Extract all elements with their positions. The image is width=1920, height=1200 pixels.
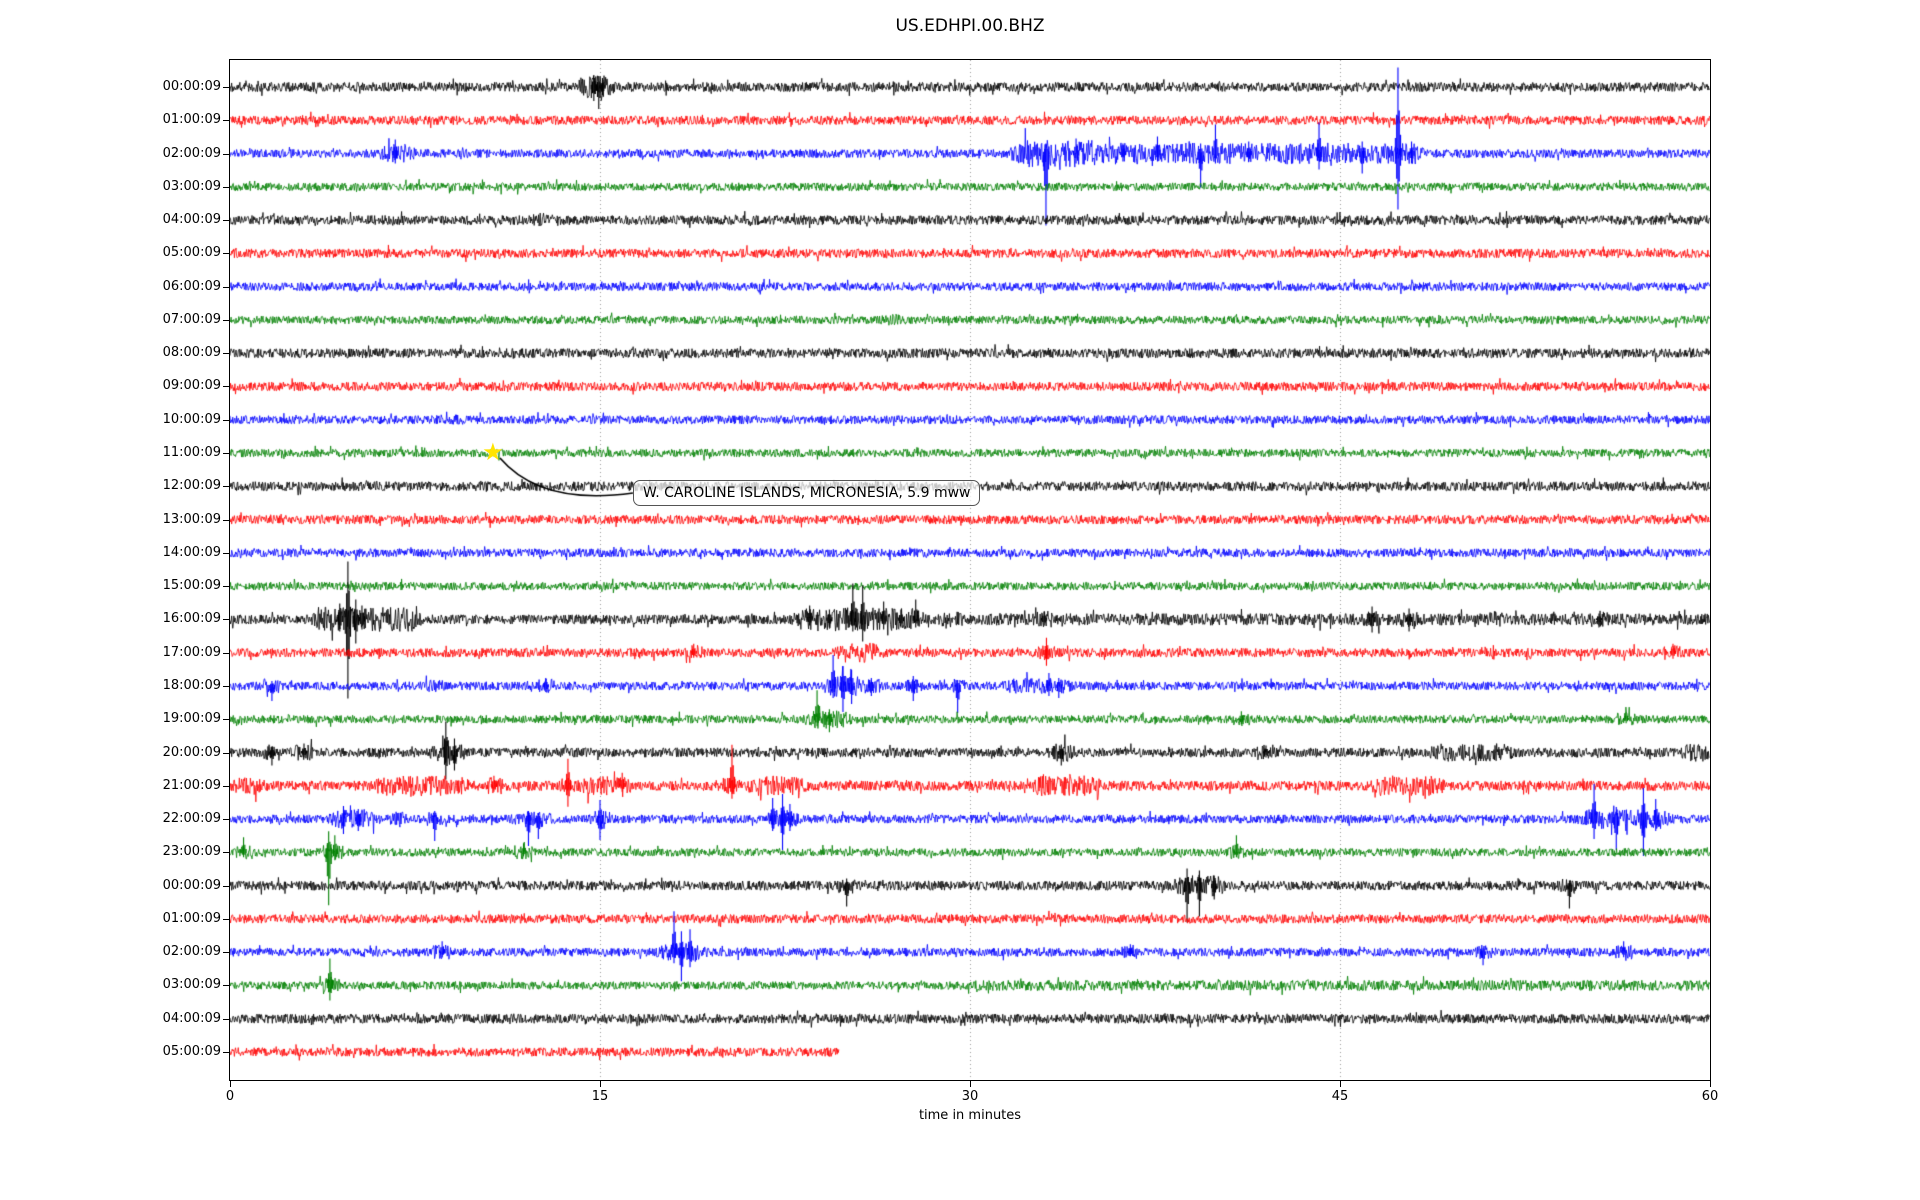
trace-row-label: 09:00:09 — [162, 378, 221, 394]
y-tick-mark — [223, 319, 230, 321]
y-tick-mark — [223, 519, 230, 521]
x-tick-mark — [599, 1081, 601, 1087]
x-tick-mark — [969, 1081, 971, 1087]
y-tick-mark — [223, 985, 230, 987]
trace-row-label: 10:00:09 — [162, 411, 221, 427]
trace-row-label: 02:00:09 — [162, 944, 221, 960]
y-tick-mark — [223, 619, 230, 621]
trace-row-label: 04:00:09 — [162, 212, 221, 228]
trace-row-label: 05:00:09 — [162, 245, 221, 261]
trace-row-label: 04:00:09 — [162, 1010, 221, 1026]
trace-row-label: 00:00:09 — [162, 877, 221, 893]
trace-row-label: 05:00:09 — [162, 1044, 221, 1059]
x-tick-mark — [1709, 1081, 1711, 1087]
trace-row-label: 06:00:09 — [162, 278, 221, 294]
y-tick-mark — [223, 1018, 230, 1020]
y-tick-mark — [223, 87, 230, 88]
plot-area — [229, 59, 1711, 1081]
y-tick-mark — [223, 685, 230, 687]
y-tick-mark — [223, 419, 230, 421]
trace-row-label: 02:00:09 — [162, 145, 221, 161]
y-tick-mark — [223, 885, 230, 887]
plot-title: US.EDHPI.00.BHZ — [895, 16, 1045, 36]
x-tick-label: 15 — [591, 1089, 609, 1104]
trace-row-label: 03:00:09 — [162, 178, 221, 194]
trace-row-label: 00:00:09 — [162, 79, 221, 94]
y-tick-mark — [223, 286, 230, 288]
trace-row-label: 20:00:09 — [162, 744, 221, 760]
trace-row-label: 12:00:09 — [162, 478, 221, 494]
y-tick-mark — [223, 552, 230, 554]
trace-row-label: 17:00:09 — [162, 644, 221, 660]
y-tick-mark — [223, 253, 230, 255]
event-annotation-label: W. CAROLINE ISLANDS, MICRONESIA, 5.9 mww — [633, 480, 981, 506]
x-tick-mark — [229, 1081, 231, 1087]
x-tick-label: 0 — [225, 1089, 235, 1104]
y-tick-mark — [223, 186, 230, 188]
y-tick-mark — [223, 852, 230, 854]
y-tick-mark — [223, 918, 230, 920]
trace-row-label: 22:00:09 — [162, 811, 221, 827]
y-tick-mark — [223, 353, 230, 355]
trace-row-label: 01:00:09 — [162, 910, 221, 926]
trace-row-label: 15:00:09 — [162, 578, 221, 594]
trace-row-label: 13:00:09 — [162, 511, 221, 527]
y-tick-mark — [223, 785, 230, 787]
y-tick-mark — [223, 220, 230, 222]
y-tick-mark — [223, 752, 230, 754]
traces-canvas — [230, 60, 1710, 1080]
trace-row-label: 08:00:09 — [162, 345, 221, 361]
y-tick-mark — [223, 120, 230, 122]
x-axis-label: time in minutes — [918, 1108, 1022, 1123]
trace-row-label: 21:00:09 — [162, 777, 221, 793]
x-tick-label: 30 — [961, 1089, 979, 1104]
y-tick-mark — [223, 486, 230, 488]
y-tick-mark — [223, 453, 230, 455]
x-tick-label: 45 — [1331, 1089, 1349, 1104]
x-tick-mark — [1339, 1081, 1341, 1087]
y-tick-mark — [223, 819, 230, 821]
y-tick-mark — [223, 952, 230, 954]
x-tick-label: 60 — [1701, 1089, 1719, 1104]
trace-row-label: 01:00:09 — [162, 112, 221, 128]
y-tick-mark — [223, 652, 230, 654]
trace-row-label: 23:00:09 — [162, 844, 221, 860]
y-tick-mark — [223, 386, 230, 388]
y-tick-mark — [223, 153, 230, 155]
trace-row-label: 11:00:09 — [162, 445, 221, 461]
y-tick-mark — [223, 1052, 230, 1053]
trace-row-label: 03:00:09 — [162, 977, 221, 993]
trace-row-label: 14:00:09 — [162, 544, 221, 560]
event-star-icon: ★ — [482, 438, 504, 467]
trace-row-label: 16:00:09 — [162, 611, 221, 627]
y-tick-mark — [223, 586, 230, 588]
y-tick-mark — [223, 719, 230, 721]
trace-row-label: 19:00:09 — [162, 711, 221, 727]
trace-row-label: 07:00:09 — [162, 311, 221, 327]
trace-row-label: 18:00:09 — [162, 677, 221, 693]
